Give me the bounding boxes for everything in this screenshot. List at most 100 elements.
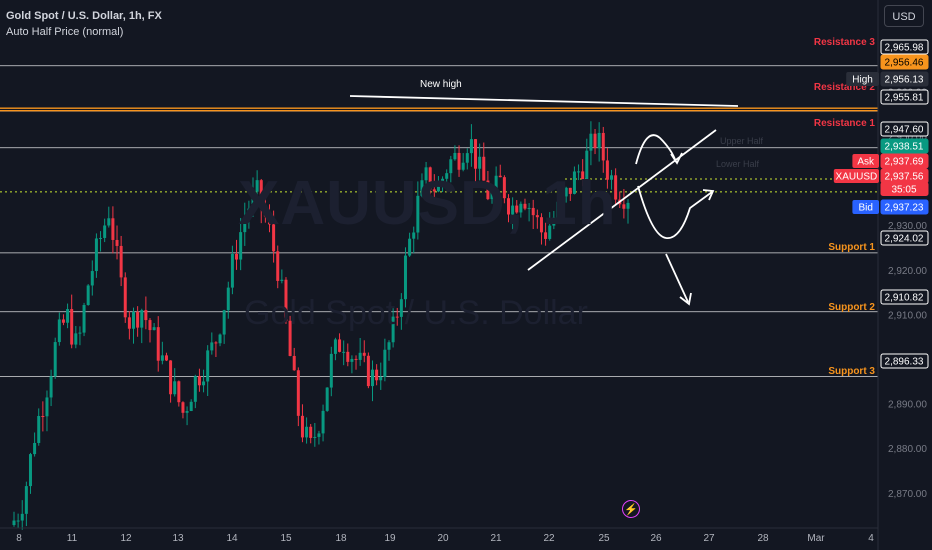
candle-body [255, 180, 259, 192]
candle-body [544, 232, 548, 239]
candle-body [498, 175, 502, 178]
price-badge-value: 2,924.02 [885, 234, 924, 245]
candle-body [193, 376, 197, 402]
candle-body [585, 150, 589, 180]
candle-body [478, 156, 482, 169]
price-badge-value: 2,896.33 [885, 357, 924, 368]
time-tick-label: 25 [598, 533, 610, 544]
candle-body [539, 217, 543, 233]
candle-body [280, 279, 284, 281]
candle-body [28, 454, 32, 487]
candle-body [362, 352, 366, 356]
symbol-watermark: XAUUSD, 1h [238, 169, 617, 238]
time-axis: 8 11 12 13 14 15 18 19 20 21 22 25 26 27 28 Mar 4 [0, 527, 878, 544]
candle-body [136, 311, 140, 328]
time-tick-label: 12 [120, 533, 132, 544]
candle-body [33, 442, 37, 455]
candle-body [593, 133, 597, 149]
candle-body [474, 139, 478, 169]
candle-body [395, 316, 399, 318]
price-badge-tag-label: High [852, 75, 873, 86]
candle-body [490, 192, 494, 200]
candle-body [296, 370, 300, 416]
price-badge [880, 89, 929, 105]
candle-body [387, 342, 391, 350]
price-badge-value: 2,965.98 [885, 43, 924, 54]
candle-body [230, 253, 234, 288]
candle-body [568, 187, 572, 194]
candle-body [342, 351, 346, 353]
candle-body [86, 285, 90, 306]
candle-body [556, 201, 560, 218]
candle-body [515, 205, 519, 213]
time-tick-label: 21 [490, 533, 502, 544]
time-tick-label: 27 [703, 533, 715, 544]
candle-body [622, 204, 626, 209]
candle-body [371, 369, 375, 387]
candle-body [144, 310, 148, 321]
indicator-label[interactable]: Auto Half Price (normal) [6, 26, 124, 38]
candle-body [502, 177, 506, 199]
candle-body [82, 305, 86, 333]
candle-body [535, 215, 539, 218]
candle-body [354, 358, 358, 360]
name-watermark: Gold Spot / U.S. Dollar [244, 294, 588, 332]
price-badge [880, 54, 929, 70]
candle-body [41, 415, 45, 417]
candle-body [601, 132, 605, 161]
price-tick-label: 2,910.00 [888, 310, 927, 321]
candle-body [457, 152, 461, 170]
candle-body [99, 237, 103, 239]
candle-body [185, 411, 189, 413]
candle-body [210, 342, 214, 351]
ascending-trendline [527, 129, 717, 271]
arrow-curve-rebound [637, 185, 713, 239]
candle-body [152, 327, 156, 331]
candle-body [300, 415, 304, 438]
candle-body [226, 287, 230, 311]
price-badge-value: 2,956.13 [885, 75, 924, 86]
candle-body [605, 160, 609, 180]
candle-body [610, 175, 614, 180]
candle-body [247, 208, 251, 218]
price-badge [880, 353, 929, 369]
level-name-label: Support 3 [828, 366, 875, 377]
candle-body [140, 310, 144, 328]
candle-body [251, 191, 255, 209]
time-tick-label: 4 [868, 533, 874, 544]
candle-body [577, 171, 581, 173]
chart-title[interactable]: Gold Spot / U.S. Dollar, 1h, FX [6, 10, 162, 22]
candle-body [412, 232, 416, 239]
candle-body [70, 309, 74, 345]
price-badge-tag-label: XAUUSD [836, 172, 878, 183]
time-tick-label: 8 [16, 533, 22, 544]
candle-body [206, 350, 210, 382]
candle-body [132, 311, 136, 329]
candles [12, 121, 630, 530]
level-name-label: Resistance 3 [814, 37, 876, 48]
candle-body [548, 225, 552, 239]
candle-body [519, 203, 523, 213]
price-tick-label: 2,950.00 [888, 132, 927, 143]
candle-body [325, 387, 329, 411]
currency-button[interactable]: USD [884, 5, 924, 27]
candle-body [103, 225, 107, 238]
candle-body [572, 171, 576, 194]
candle-body [111, 218, 115, 240]
price-badge [880, 199, 929, 215]
candle-body [416, 195, 420, 233]
candle-body [123, 277, 127, 318]
candle-body [350, 358, 354, 362]
candle-body [177, 381, 181, 403]
price-tick-label: 2,890.00 [888, 400, 927, 411]
candle-body [560, 196, 564, 202]
candle-body [428, 167, 432, 190]
level-name-label: Support 2 [828, 302, 875, 313]
candle-body [49, 376, 53, 398]
price-scale: 2,970.002,960.002,950.002,940.002,930.00… [833, 0, 932, 550]
candle-body [441, 178, 445, 185]
lightning-icon[interactable]: ⚡ [622, 500, 640, 518]
candle-body [449, 159, 453, 174]
price-badge-tag-label: Bid [858, 203, 872, 214]
